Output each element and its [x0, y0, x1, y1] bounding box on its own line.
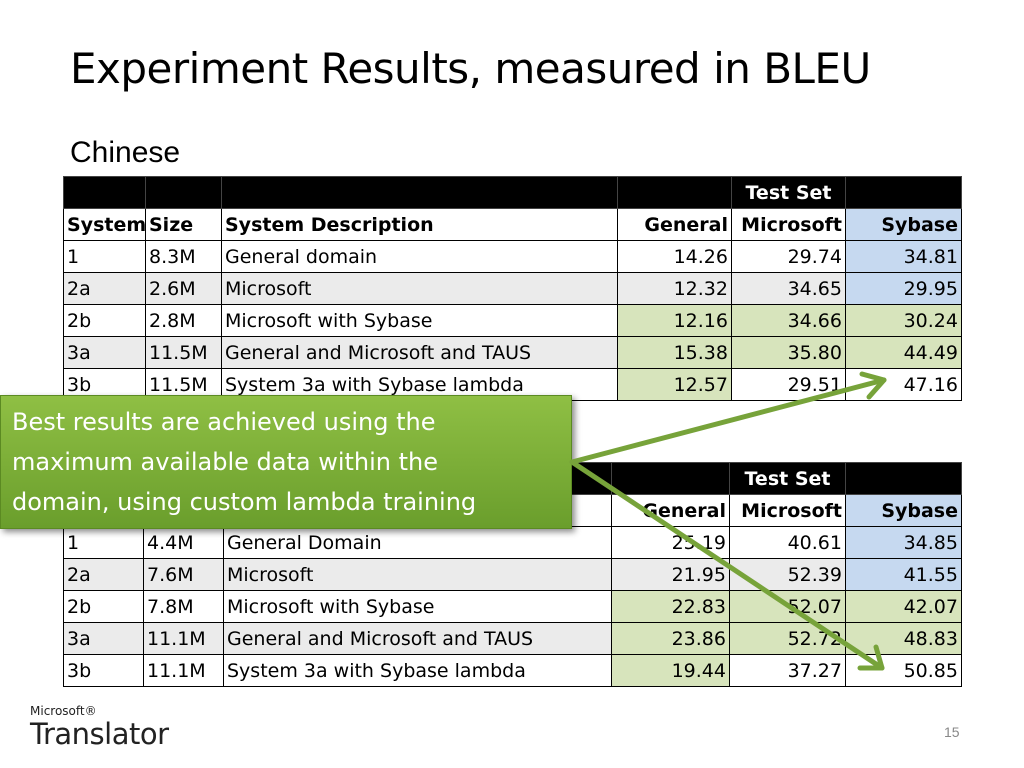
cell-size: 11.1M — [143, 622, 224, 655]
table-row: 1 8.3M General domain 14.26 29.74 34.81 — [63, 240, 962, 273]
cell-general: 25.19 — [611, 526, 730, 559]
callout-line: Best results are achieved using the — [12, 408, 436, 436]
section-heading-chinese: Chinese — [70, 136, 181, 169]
results-table-chinese: Test Set System Size System Description … — [63, 176, 962, 401]
cell-system: 1 — [63, 240, 146, 273]
cell-size: 11.1M — [143, 654, 224, 687]
cell-system: 2b — [63, 590, 144, 623]
cell-size: 8.3M — [145, 240, 222, 273]
cell-description: General Domain — [223, 526, 612, 559]
table-group-header-row: Test Set — [63, 176, 962, 209]
cell-description: Microsoft — [223, 558, 612, 591]
cell-general: 22.83 — [611, 590, 730, 623]
cell-description: General and Microsoft and TAUS — [223, 622, 612, 655]
cell-size: 2.6M — [145, 272, 222, 305]
cell-general: 23.86 — [611, 622, 730, 655]
test-set-header: Test Set — [731, 176, 846, 209]
cell-description: General and Microsoft and TAUS — [221, 336, 618, 369]
cell-sybase: 48.83 — [845, 622, 962, 655]
col-header-sybase: Sybase — [845, 494, 962, 527]
logo-microsoft-text: Microsoft® — [30, 704, 97, 718]
col-header-microsoft: Microsoft — [731, 208, 846, 241]
cell-general: 12.57 — [617, 368, 732, 401]
cell-microsoft: 34.66 — [731, 304, 846, 337]
cell-microsoft: 35.80 — [731, 336, 846, 369]
cell-general: 19.44 — [611, 654, 730, 687]
col-header-microsoft: Microsoft — [729, 494, 846, 527]
col-header-system: System — [63, 208, 146, 241]
cell-description: Microsoft with Sybase — [221, 304, 618, 337]
callout-line: maximum available data within the — [12, 448, 439, 476]
table-row: 3a 11.1M General and Microsoft and TAUS … — [63, 622, 962, 655]
cell-microsoft: 29.51 — [731, 368, 846, 401]
cell-sybase: 47.16 — [845, 368, 962, 401]
table-row: 2b 7.8M Microsoft with Sybase 22.83 52.0… — [63, 590, 962, 623]
cell-microsoft: 52.72 — [729, 622, 846, 655]
cell-sybase: 29.95 — [845, 272, 962, 305]
cell-microsoft: 52.07 — [729, 590, 846, 623]
cell-system: 2b — [63, 304, 146, 337]
callout-box: Best results are achieved using the maxi… — [0, 395, 572, 529]
cell-general: 12.32 — [617, 272, 732, 305]
page-number: 15 — [944, 724, 960, 740]
col-header-general: General — [617, 208, 732, 241]
cell-microsoft: 40.61 — [729, 526, 846, 559]
cell-system: 1 — [63, 526, 144, 559]
test-set-header: Test Set — [729, 462, 846, 495]
cell-size: 4.4M — [143, 526, 224, 559]
col-header-sybase: Sybase — [845, 208, 962, 241]
cell-microsoft: 37.27 — [729, 654, 846, 687]
col-header-description: System Description — [221, 208, 618, 241]
col-header-size: Size — [145, 208, 222, 241]
cell-size: 2.8M — [145, 304, 222, 337]
logo-translator-text: Translator — [30, 717, 169, 751]
table-row: 2b 2.8M Microsoft with Sybase 12.16 34.6… — [63, 304, 962, 337]
cell-microsoft: 52.39 — [729, 558, 846, 591]
cell-sybase: 42.07 — [845, 590, 962, 623]
cell-general: 21.95 — [611, 558, 730, 591]
cell-description: General domain — [221, 240, 618, 273]
cell-sybase: 34.81 — [845, 240, 962, 273]
cell-sybase: 44.49 — [845, 336, 962, 369]
cell-general: 12.16 — [617, 304, 732, 337]
cell-description: Microsoft — [221, 272, 618, 305]
table-row: 2a 7.6M Microsoft 21.95 52.39 41.55 — [63, 558, 962, 591]
cell-description: System 3a with Sybase lambda — [223, 654, 612, 687]
slide-title: Experiment Results, measured in BLEU — [70, 44, 871, 93]
cell-size: 11.5M — [145, 336, 222, 369]
microsoft-translator-logo: Microsoft® Translator — [30, 704, 169, 750]
table-row: 3a 11.5M General and Microsoft and TAUS … — [63, 336, 962, 369]
cell-system: 2a — [63, 558, 144, 591]
cell-size: 7.6M — [143, 558, 224, 591]
cell-description: Microsoft with Sybase — [223, 590, 612, 623]
cell-microsoft: 29.74 — [731, 240, 846, 273]
cell-sybase: 50.85 — [845, 654, 962, 687]
table-row: 3b 11.1M System 3a with Sybase lambda 19… — [63, 654, 962, 687]
cell-microsoft: 34.65 — [731, 272, 846, 305]
cell-size: 7.8M — [143, 590, 224, 623]
cell-system: 3b — [63, 654, 144, 687]
col-header-general: General — [611, 494, 730, 527]
cell-system: 2a — [63, 272, 146, 305]
table-row: 1 4.4M General Domain 25.19 40.61 34.85 — [63, 526, 962, 559]
cell-sybase: 34.85 — [845, 526, 962, 559]
table-column-header-row: System Size System Description General M… — [63, 208, 962, 241]
cell-sybase: 30.24 — [845, 304, 962, 337]
cell-sybase: 41.55 — [845, 558, 962, 591]
cell-general: 15.38 — [617, 336, 732, 369]
callout-line: domain, using custom lambda training — [12, 488, 477, 516]
cell-system: 3a — [63, 622, 144, 655]
cell-general: 14.26 — [617, 240, 732, 273]
table-row: 2a 2.6M Microsoft 12.32 34.65 29.95 — [63, 272, 962, 305]
cell-system: 3a — [63, 336, 146, 369]
